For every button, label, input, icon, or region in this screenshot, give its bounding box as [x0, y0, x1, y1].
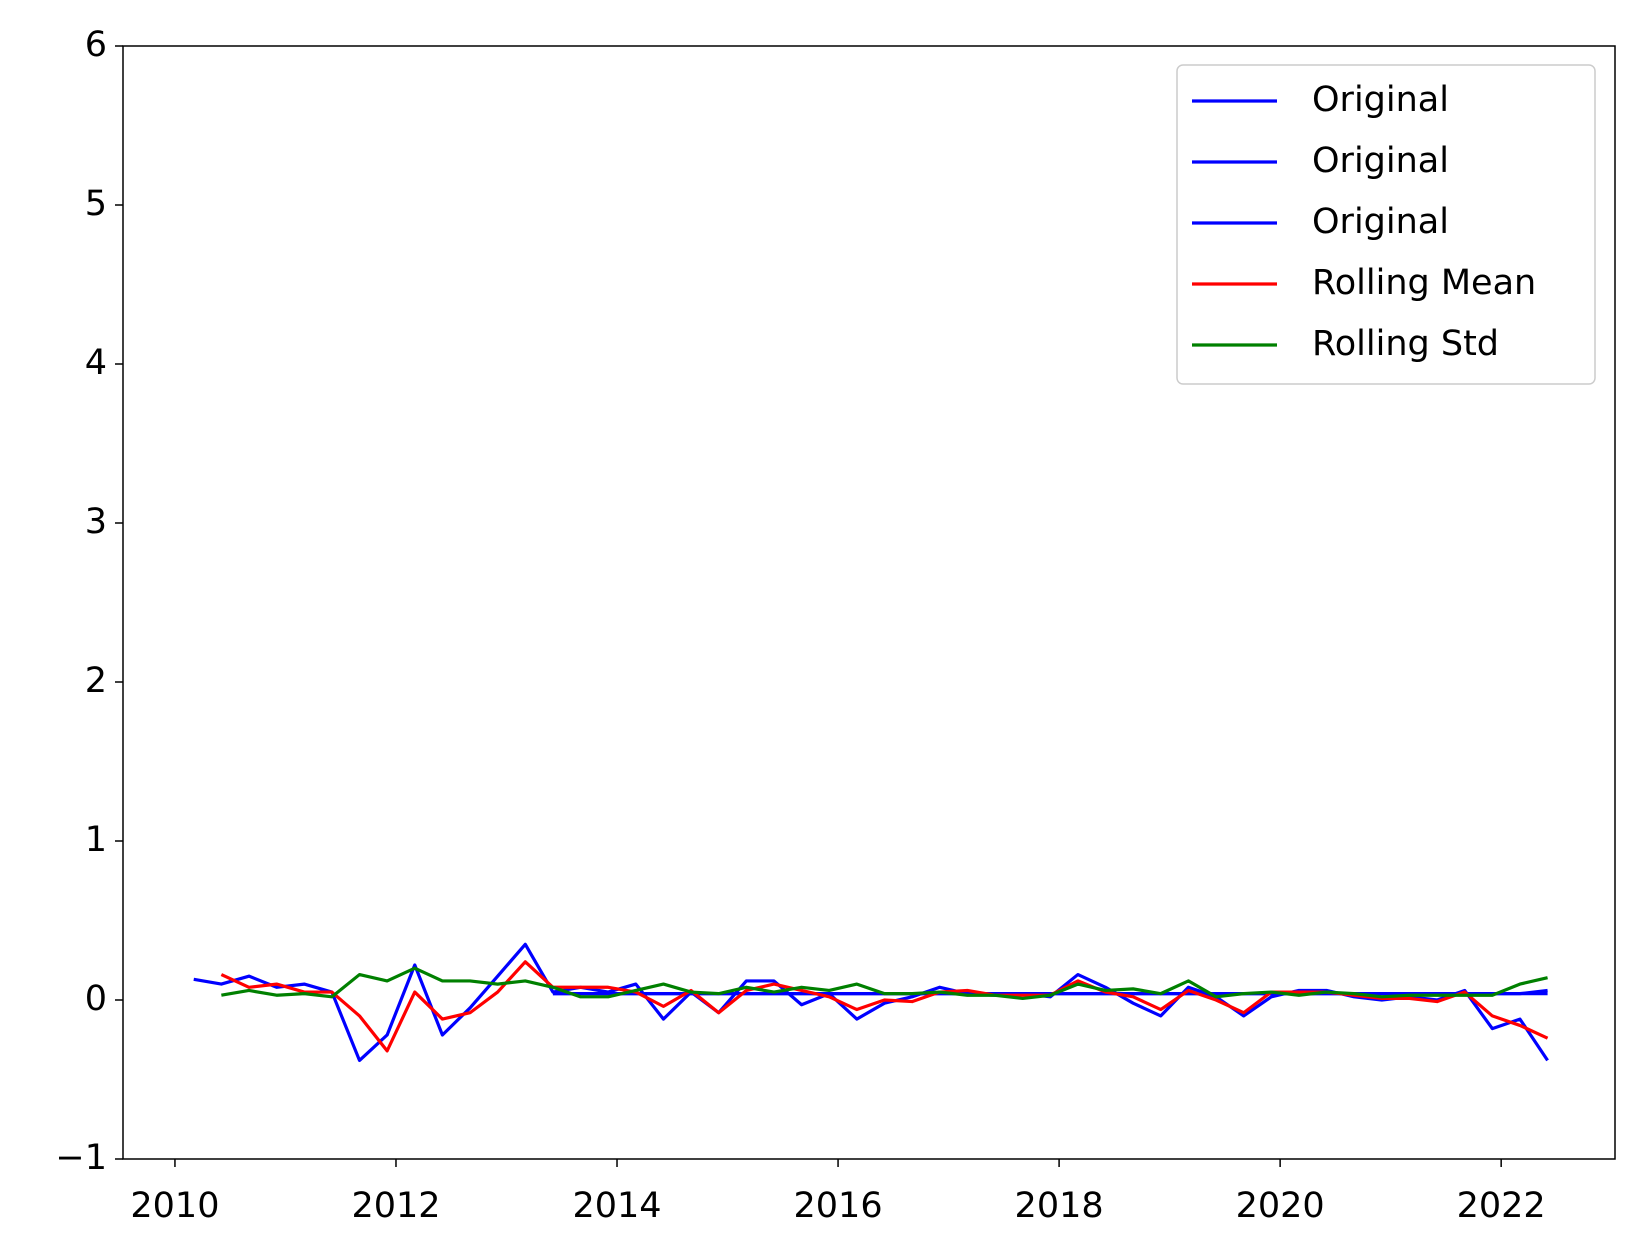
- legend-label: Original: [1312, 141, 1449, 181]
- x-tick-label: 2016: [794, 1186, 883, 1226]
- y-tick-label: 4: [85, 343, 107, 383]
- plot-frame: [122, 45, 1616, 1160]
- legend-label: Rolling Mean: [1312, 263, 1536, 303]
- series-line: [193, 942, 1549, 1063]
- y-tick-label: 5: [85, 184, 107, 224]
- y-tick-label: 6: [85, 25, 107, 65]
- legend-label: Rolling Std: [1312, 324, 1499, 364]
- legend-label: Original: [1312, 80, 1449, 120]
- y-tick-label: 3: [85, 502, 107, 542]
- x-tick-label: 2022: [1457, 1186, 1546, 1226]
- x-tick-label: 2018: [1015, 1186, 1104, 1226]
- legend-box: [1176, 64, 1596, 385]
- x-tick-label: 2012: [351, 1186, 440, 1226]
- x-tick-label: 2010: [130, 1186, 219, 1226]
- series-line: [221, 966, 1548, 1001]
- y-tick-label: −1: [55, 1138, 107, 1178]
- legend-label: Original: [1312, 202, 1449, 242]
- x-tick-label: 2014: [572, 1186, 661, 1226]
- y-tick-label: 2: [85, 661, 107, 701]
- y-tick-label: 0: [85, 979, 107, 1019]
- x-tick-label: 2020: [1236, 1186, 1325, 1226]
- y-tick-label: 1: [85, 820, 107, 860]
